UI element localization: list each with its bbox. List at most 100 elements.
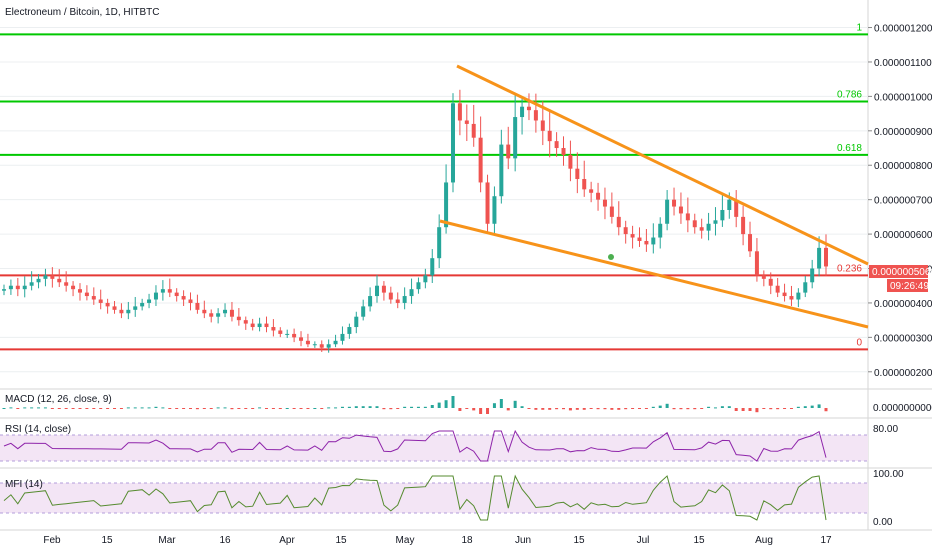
candle-body[interactable] — [575, 168, 580, 180]
candle-body[interactable] — [630, 234, 635, 238]
wedge-upper-trendline[interactable] — [456, 64, 869, 266]
candle-body[interactable] — [299, 337, 304, 341]
candle-body[interactable] — [381, 285, 386, 293]
candle-body[interactable] — [589, 189, 594, 193]
candle-body[interactable] — [243, 320, 248, 324]
candle-body[interactable] — [223, 309, 228, 314]
candle-body[interactable] — [748, 234, 753, 252]
candle-body[interactable] — [430, 258, 435, 276]
candle-body[interactable] — [347, 327, 352, 334]
candle-body[interactable] — [699, 227, 704, 231]
candle-body[interactable] — [250, 323, 255, 328]
candle-body[interactable] — [188, 299, 193, 303]
candle-body[interactable] — [43, 275, 48, 279]
candle-body[interactable] — [478, 137, 483, 183]
candle-body[interactable] — [810, 268, 815, 283]
candle-body[interactable] — [167, 289, 172, 293]
candle-body[interactable] — [533, 110, 538, 121]
candle-body[interactable] — [285, 333, 290, 335]
candle-body[interactable] — [416, 282, 421, 290]
candle-body[interactable] — [312, 344, 317, 346]
candle-body[interactable] — [112, 306, 117, 310]
candle-body[interactable] — [354, 316, 359, 328]
candle-body[interactable] — [720, 209, 725, 221]
candle-body[interactable] — [153, 292, 158, 300]
candle-body[interactable] — [216, 313, 221, 317]
candle-body[interactable] — [147, 299, 152, 303]
candle-body[interactable] — [582, 179, 587, 190]
candle-body[interactable] — [292, 333, 297, 338]
candle-body[interactable] — [665, 199, 670, 224]
candle-body[interactable] — [71, 285, 76, 290]
candle-body[interactable] — [651, 237, 656, 245]
candle-body[interactable] — [658, 223, 663, 238]
candle-body[interactable] — [15, 285, 20, 290]
candle-body[interactable] — [685, 213, 690, 221]
candle-body[interactable] — [388, 292, 393, 300]
wedge-lower-trendline[interactable] — [439, 219, 869, 329]
candle-body[interactable] — [236, 316, 241, 321]
candle-body[interactable] — [499, 144, 504, 197]
candle-body[interactable] — [444, 182, 449, 228]
candle-body[interactable] — [375, 285, 380, 297]
candle-body[interactable] — [727, 199, 732, 210]
price-axis[interactable]: 0.0000012000 0.0000011000 0.0000010000 0.00… — [868, 24, 932, 379]
candle-body[interactable] — [140, 302, 145, 307]
candle-body[interactable] — [775, 285, 780, 293]
candle-body[interactable] — [98, 299, 103, 303]
candle-body[interactable] — [644, 240, 649, 245]
candle-body[interactable] — [305, 340, 310, 345]
candle-body[interactable] — [817, 247, 822, 269]
candle-body[interactable] — [616, 216, 621, 228]
candle-body[interactable] — [278, 330, 283, 334]
candle-body[interactable] — [672, 199, 677, 207]
candle-body[interactable] — [361, 306, 366, 317]
candle-body[interactable] — [761, 275, 766, 279]
candle-body[interactable] — [119, 309, 124, 314]
candle-body[interactable] — [181, 296, 186, 300]
candle-body[interactable] — [637, 237, 642, 241]
candle-body[interactable] — [402, 296, 407, 303]
candle-body[interactable] — [609, 206, 614, 217]
candle-body[interactable] — [257, 323, 262, 328]
candle-body[interactable] — [540, 120, 545, 131]
candle-body[interactable] — [202, 309, 207, 314]
candle-body[interactable] — [561, 148, 566, 155]
candle-body[interactable] — [741, 216, 746, 235]
candle-body[interactable] — [678, 206, 683, 214]
candle-body[interactable] — [57, 278, 62, 283]
candle-body[interactable] — [734, 199, 739, 217]
candle-body[interactable] — [195, 302, 200, 310]
candle-body[interactable] — [326, 344, 331, 348]
candle-body[interactable] — [105, 302, 110, 307]
candle-body[interactable] — [333, 340, 338, 345]
candle-body[interactable] — [568, 154, 573, 169]
candle-body[interactable] — [64, 282, 69, 286]
candle-body[interactable] — [596, 192, 601, 200]
candle-body[interactable] — [368, 296, 373, 307]
candle-body[interactable] — [692, 220, 697, 228]
candle-body[interactable] — [485, 182, 490, 224]
candle-body[interactable] — [554, 141, 559, 149]
candle-body[interactable] — [22, 285, 27, 290]
candle-body[interactable] — [796, 292, 801, 300]
candle-body[interactable] — [602, 199, 607, 207]
candle-body[interactable] — [126, 309, 131, 314]
candle-body[interactable] — [395, 299, 400, 303]
candle-body[interactable] — [50, 275, 55, 279]
price-pane[interactable] — [0, 0, 868, 389]
candle-body[interactable] — [492, 196, 497, 224]
candle-body[interactable] — [464, 120, 469, 124]
candle-body[interactable] — [340, 333, 345, 341]
candle-body[interactable] — [264, 323, 269, 328]
candle-body[interactable] — [423, 275, 428, 283]
candle-body[interactable] — [768, 278, 773, 286]
candle-body[interactable] — [2, 289, 6, 291]
candle-body[interactable] — [133, 306, 138, 310]
candle-body[interactable] — [437, 227, 442, 259]
candle-body[interactable] — [209, 313, 214, 317]
candle-body[interactable] — [623, 227, 628, 235]
candle-body[interactable] — [506, 144, 511, 159]
time-axis[interactable]: Feb 15 Mar 16 Apr 15 May 18 Jun 15 Jul 15 Aug 17 — [43, 535, 832, 546]
candle-body[interactable] — [29, 282, 34, 286]
